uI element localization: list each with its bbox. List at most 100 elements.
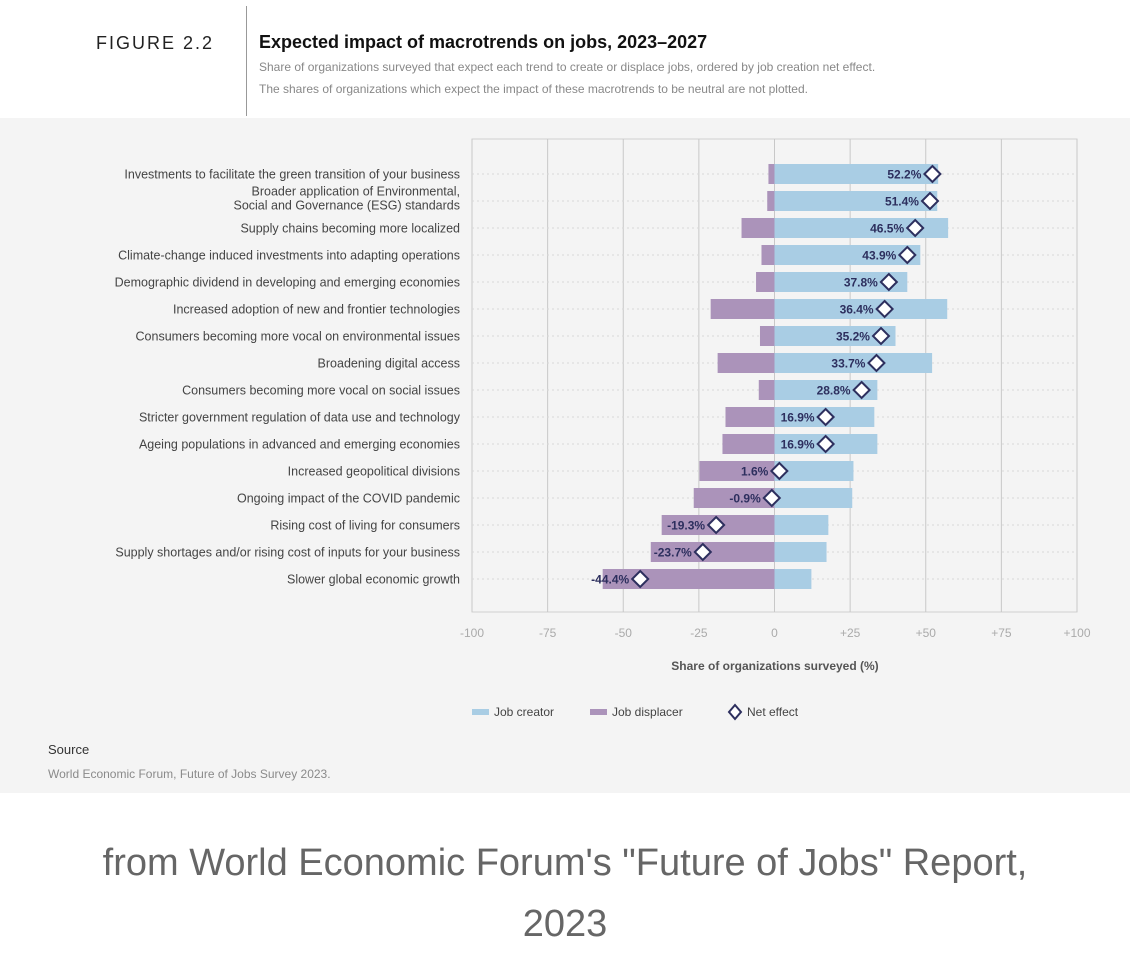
legend-label-displacer: Job displacer <box>612 705 683 719</box>
chart-subtitle-1: Share of organizations surveyed that exp… <box>259 60 876 74</box>
header-divider <box>246 6 247 116</box>
net-effect-marker <box>816 434 836 454</box>
net-effect-marker <box>879 272 899 292</box>
bar-job-creator <box>774 272 908 292</box>
category-label: Broadening digital access <box>318 357 460 371</box>
category-label: Ongoing impact of the COVID pandemic <box>237 492 460 506</box>
category-label: Slower global economic growth <box>287 573 460 587</box>
chart-subtitle-2: The shares of organizations which expect… <box>259 82 808 96</box>
x-tick-label: +100 <box>1063 626 1090 640</box>
bar-job-displacer <box>741 218 775 238</box>
figure-header: FIGURE 2.2 Expected impact of macrotrend… <box>0 0 1130 118</box>
category-label: Increased geopolitical divisions <box>288 465 460 479</box>
x-axis-ticks: -100 -75 -50 -25 0 +25 +50 +75 +100 <box>460 626 1091 640</box>
bar-job-creator <box>774 299 948 319</box>
x-tick-label: +25 <box>840 626 861 640</box>
category-label: Broader application of Environmental, <box>252 185 460 199</box>
legend: Job creator Job displacer Net effect <box>472 703 799 721</box>
bar-job-displacer <box>767 191 775 211</box>
source-text: World Economic Forum, Future of Jobs Sur… <box>48 767 331 781</box>
legend-diamond-icon <box>727 703 743 721</box>
legend-label-creator: Job creator <box>494 705 554 719</box>
x-tick-label: -50 <box>615 626 633 640</box>
bar-job-creator <box>774 245 921 265</box>
net-effect-label: -23.7% <box>654 546 692 560</box>
net-effect-label: 1.6% <box>741 465 769 479</box>
figure-label: FIGURE 2.2 <box>96 33 215 53</box>
bar-job-creator <box>774 353 933 373</box>
net-effect-label: 52.2% <box>887 168 921 182</box>
net-effect-label: 37.8% <box>844 276 878 290</box>
caption-line-2: 2023 <box>522 903 608 945</box>
x-tick-label: 0 <box>771 626 778 640</box>
x-tick-label: -25 <box>690 626 708 640</box>
net-effect-marker <box>871 326 891 346</box>
net-effect-marker <box>769 461 789 481</box>
net-effect-label: 46.5% <box>870 222 904 236</box>
category-label: Ageing populations in advanced and emerg… <box>139 438 460 452</box>
bar-job-displacer <box>756 272 775 292</box>
net-effect-label: 36.4% <box>840 303 874 317</box>
bar-job-displacer <box>650 542 775 562</box>
grid <box>471 138 1078 613</box>
bar-job-creator <box>774 191 938 211</box>
bar-job-creator <box>774 515 829 535</box>
net-effect-marker <box>920 191 940 211</box>
net-effect-label: -19.3% <box>667 519 705 533</box>
bar-job-displacer <box>602 569 775 589</box>
net-effect-label: -0.9% <box>729 492 761 506</box>
legend-label-net: Net effect <box>747 705 799 719</box>
net-effect-marker <box>693 542 713 562</box>
net-effect-marker <box>852 380 872 400</box>
x-axis-label: Share of organizations surveyed (%) <box>671 659 878 673</box>
net-effect-label: 16.9% <box>781 438 815 452</box>
category-label: Consumers becoming more vocal on social … <box>182 384 460 398</box>
net-effect-label: 35.2% <box>836 330 870 344</box>
bars: 52.2% 51.4% 46.5% 43.9% 37.8% 36.4% 35.2% 33.7%… <box>591 164 949 589</box>
category-label: Demographic dividend in developing and e… <box>115 276 460 290</box>
chart-title: Expected impact of macrotrends on jobs, … <box>259 32 708 52</box>
category-label: Consumers becoming more vocal on environ… <box>136 330 460 344</box>
bar-job-creator <box>774 380 878 400</box>
bar-job-creator <box>774 461 854 481</box>
bar-job-creator <box>774 326 896 346</box>
net-effect-marker <box>922 164 942 184</box>
bar-job-displacer <box>693 488 775 508</box>
bar-job-displacer <box>699 461 775 481</box>
legend-swatch-creator <box>472 709 489 715</box>
net-effect-marker <box>816 407 836 427</box>
x-tick-label: -75 <box>539 626 557 640</box>
bar-job-creator <box>774 488 853 508</box>
net-effect-marker <box>706 515 726 535</box>
net-effect-marker <box>905 218 925 238</box>
category-label: Supply chains becoming more localized <box>240 222 460 236</box>
category-labels: Investments to facilitate the green tran… <box>115 168 461 587</box>
bar-job-creator <box>774 569 812 589</box>
net-effect-marker <box>875 299 895 319</box>
net-effect-label: -44.4% <box>591 573 629 587</box>
net-effect-label: 33.7% <box>831 357 865 371</box>
bar-job-displacer <box>722 434 775 454</box>
category-label: Supply shortages and/or rising cost of i… <box>115 546 460 560</box>
category-label: Climate-change induced investments into … <box>118 249 460 263</box>
bar-job-displacer <box>725 407 775 427</box>
bar-job-displacer <box>758 380 775 400</box>
caption-line-1: from World Economic Forum's "Future of J… <box>102 842 1028 884</box>
net-effect-marker <box>867 353 886 373</box>
net-effect-label: 28.8% <box>817 384 851 398</box>
category-label: Rising cost of living for consumers <box>270 519 460 533</box>
source-heading: Source <box>48 742 90 757</box>
bar-job-displacer <box>710 299 775 319</box>
x-tick-label: +75 <box>991 626 1012 640</box>
bar-job-displacer <box>768 164 775 184</box>
net-effect-label: 16.9% <box>781 411 815 425</box>
bar-job-displacer <box>717 353 775 373</box>
net-effect-marker <box>630 569 650 589</box>
bar-job-creator <box>774 164 939 184</box>
legend-swatch-displacer <box>590 709 607 715</box>
x-tick-label: +50 <box>916 626 937 640</box>
bar-job-creator <box>774 542 827 562</box>
net-effect-label: 51.4% <box>885 195 919 209</box>
category-label: Increased adoption of new and frontier t… <box>173 303 460 317</box>
